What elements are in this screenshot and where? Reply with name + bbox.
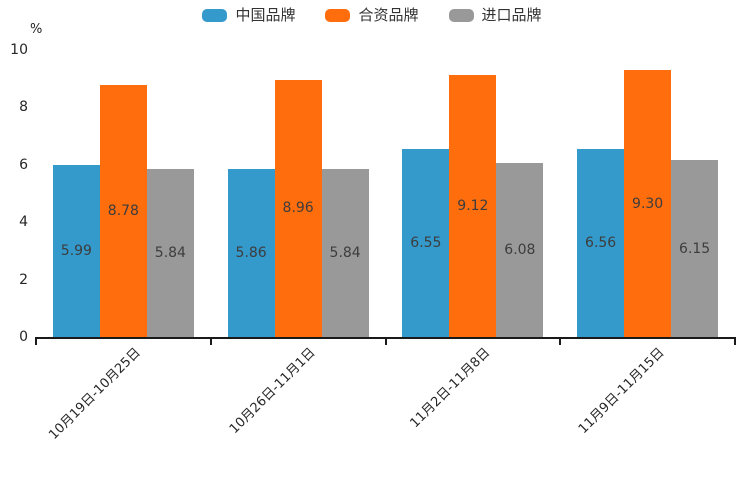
bar-value-label: 6.56 [585, 234, 617, 251]
legend-item[interactable]: 中国品牌 [202, 8, 295, 23]
bar-value-label: 6.15 [679, 240, 711, 257]
bar-value-label: 8.78 [107, 203, 139, 219]
x-axis-tick-mark [209, 339, 212, 345]
bar-value-label: 5.84 [329, 245, 361, 262]
bar [321, 169, 369, 337]
bar-value-label: 9.30 [632, 195, 664, 212]
bar [99, 85, 147, 337]
bar [52, 165, 100, 337]
bar [274, 79, 322, 337]
bar [146, 169, 194, 337]
y-axis-tick-label: 10 [10, 42, 28, 58]
x-axis-line [35, 337, 736, 339]
y-axis-tick-label: 6 [19, 156, 28, 173]
bar-value-label: 6.55 [410, 235, 442, 251]
bar [449, 75, 497, 337]
legend-swatch-icon [448, 9, 474, 22]
x-axis-tick-label: 11月2日-11月8日 [406, 345, 493, 432]
legend-label: 中国品牌 [235, 6, 296, 24]
y-axis-unit-label: % [30, 22, 43, 37]
y-axis-tick-label: 8 [19, 99, 28, 116]
legend: 中国品牌 合资品牌 进口品牌 [0, 8, 744, 23]
x-axis-tick-mark [35, 339, 37, 345]
bar-value-label: 5.99 [60, 243, 92, 260]
legend-swatch-icon [325, 9, 351, 22]
legend-label: 合资品牌 [358, 6, 419, 24]
bar-value-label: 5.84 [154, 245, 186, 262]
bar-value-label: 5.86 [235, 244, 267, 261]
bar [496, 162, 544, 337]
bar [227, 168, 275, 337]
bar-value-label: 8.96 [282, 200, 314, 217]
bar-value-label: 6.08 [504, 241, 536, 258]
bar [671, 160, 719, 337]
legend-item[interactable]: 进口品牌 [448, 6, 542, 24]
x-axis-tick-mark [559, 339, 562, 345]
x-axis-tick-mark [384, 339, 387, 345]
y-axis-tick-label: 0 [19, 329, 28, 345]
x-axis-tick-label: 10月26日-11月1日 [226, 345, 319, 437]
y-axis-tick-label: 4 [19, 214, 28, 231]
x-axis-tick-label: 10月19日-10月25日 [45, 345, 144, 443]
bar [577, 148, 625, 337]
bar [624, 70, 672, 337]
bar-value-label: 9.12 [457, 198, 489, 215]
legend-item[interactable]: 合资品牌 [325, 6, 419, 24]
legend-swatch-icon [202, 9, 228, 22]
bar [402, 149, 450, 337]
x-axis-tick-mark [734, 339, 736, 345]
legend-label: 进口品牌 [481, 6, 542, 24]
x-axis-tick-label: 11月9日-11月15日 [575, 345, 668, 437]
y-axis-tick-label: 2 [19, 271, 28, 288]
